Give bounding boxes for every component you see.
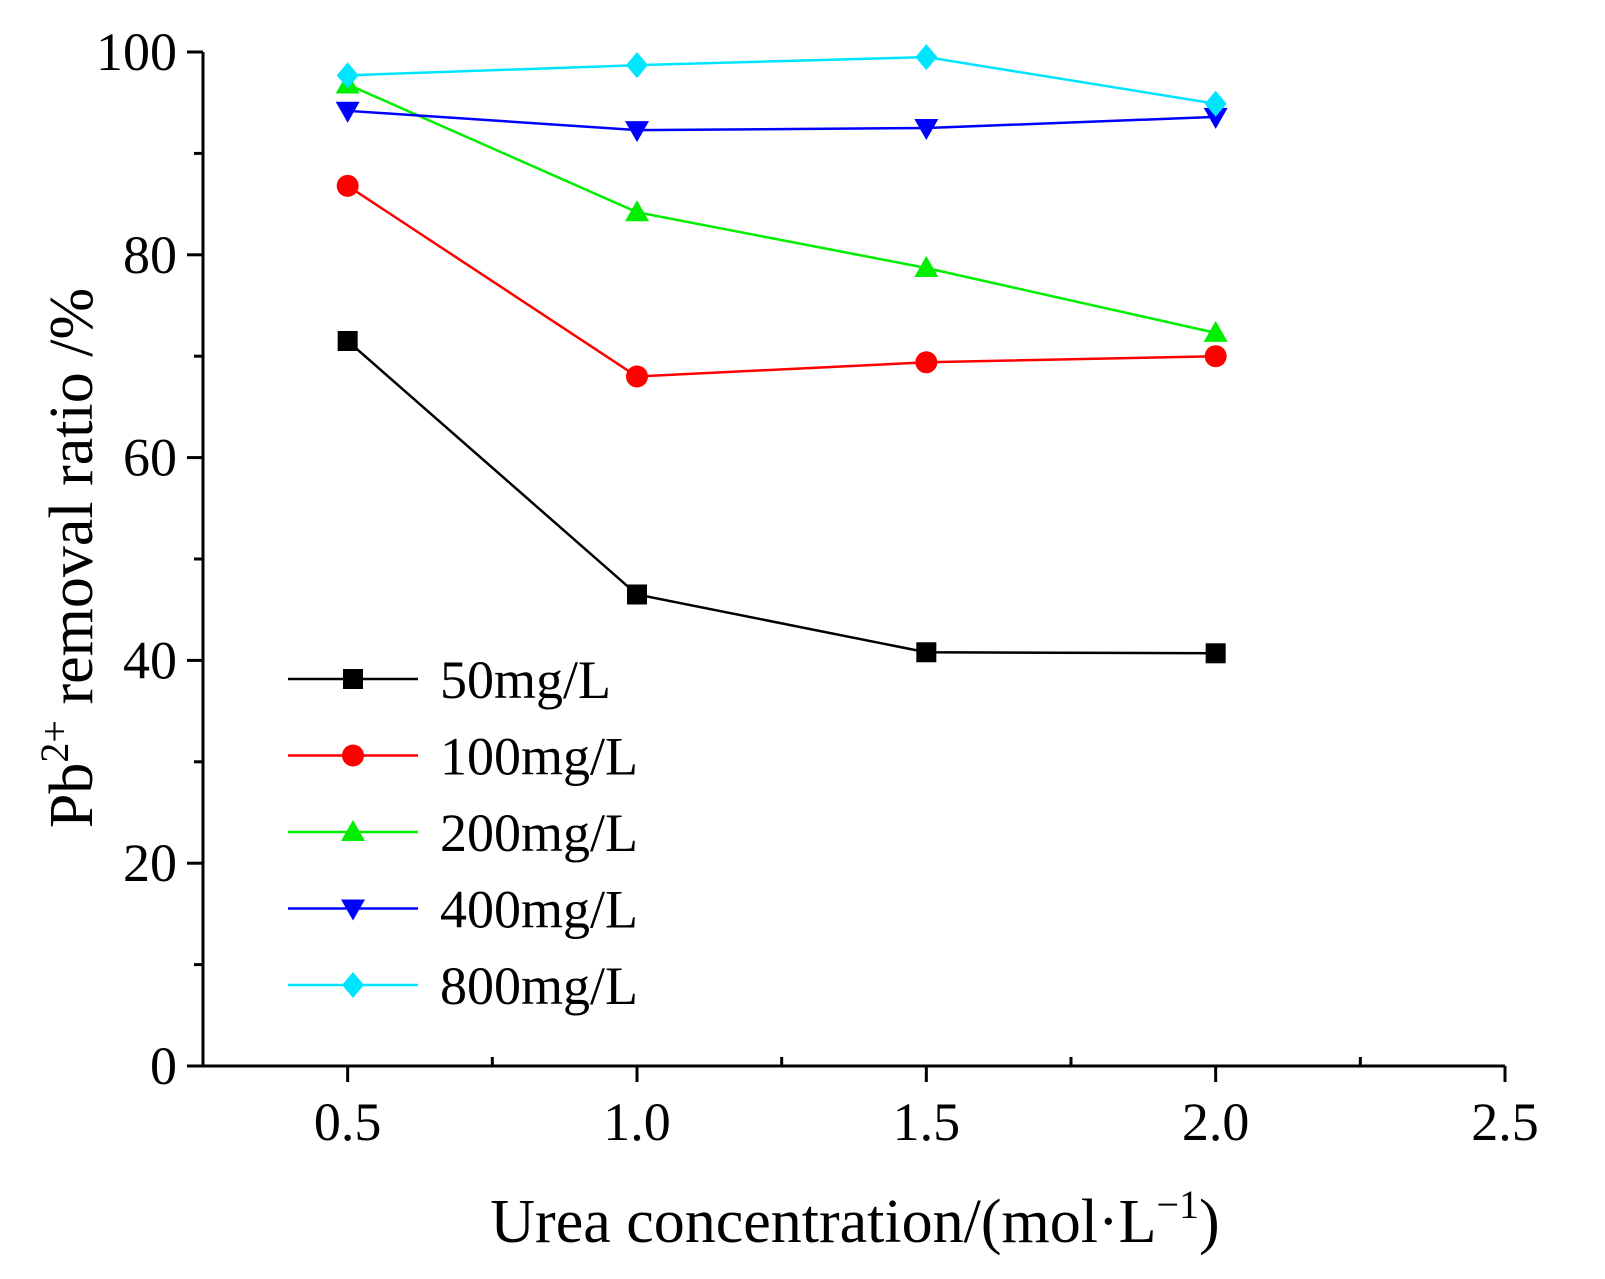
data-point-400mg-l (335, 101, 360, 123)
data-point-400mg-l (1203, 107, 1228, 129)
series-400mg-l (335, 101, 1228, 143)
x-tick-label: 2.5 (1471, 1092, 1539, 1152)
y-tick-label: 100 (96, 22, 177, 82)
data-point-100mg-l (626, 365, 648, 388)
series-800mg-l (336, 44, 1227, 117)
series-line-800mg-l (347, 55, 1216, 105)
data-point-800mg-l (915, 44, 938, 71)
legend-item-200mg-l: 200mg/L (288, 803, 638, 863)
data-point-200mg-l (1203, 320, 1228, 342)
data-point-100mg-l (915, 351, 938, 374)
series-200mg-l (335, 72, 1228, 342)
legend-item-400mg-l: 400mg/L (288, 880, 638, 940)
data-point-50mg-l (916, 642, 937, 663)
x-tick-label: 0.5 (314, 1092, 382, 1152)
series-layer (335, 44, 1228, 664)
legend-label: 200mg/L (440, 803, 638, 863)
data-point-50mg-l (1205, 643, 1226, 664)
data-point-800mg-l (626, 52, 648, 79)
data-point-50mg-l (627, 584, 647, 605)
legend-marker (343, 669, 363, 689)
x-tick-label: 1.0 (603, 1092, 671, 1152)
data-point-800mg-l (1204, 90, 1227, 117)
legend-item-100mg-l: 100mg/L (288, 727, 638, 787)
y-tick-label: 20 (123, 833, 177, 893)
y-tick-label: 40 (123, 630, 177, 690)
x-tick-label: 1.5 (893, 1092, 961, 1152)
legend-marker (341, 899, 365, 921)
series-line-100mg-l (346, 184, 1216, 378)
series-50mg-l (337, 330, 1226, 664)
series-100mg-l (336, 174, 1227, 388)
legend-label: 400mg/L (440, 880, 638, 940)
series-line-200mg-l (347, 83, 1216, 335)
legend-item-50mg-l: 50mg/L (288, 650, 611, 710)
y-tick-label: 80 (123, 225, 177, 285)
data-point-100mg-l (1204, 345, 1227, 368)
legend-marker (342, 972, 364, 998)
legend-label: 800mg/L (440, 956, 638, 1016)
series-line-400mg-l (347, 109, 1216, 132)
legend-item-800mg-l: 800mg/L (288, 956, 638, 1016)
data-point-800mg-l (336, 62, 359, 89)
y-axis-title: Pb2+ removal ratio /% (32, 288, 106, 828)
data-point-400mg-l (625, 121, 649, 143)
data-point-200mg-l (625, 200, 649, 222)
legend-label: 50mg/L (440, 650, 611, 710)
x-tick-label: 2.0 (1182, 1092, 1250, 1152)
data-point-400mg-l (914, 119, 939, 141)
data-point-200mg-l (914, 255, 939, 277)
data-point-100mg-l (336, 174, 359, 197)
y-tick-label: 60 (123, 428, 177, 488)
legend-marker (342, 744, 364, 767)
legend-marker (341, 820, 365, 841)
legend-label: 100mg/L (440, 727, 638, 787)
data-point-50mg-l (337, 330, 358, 351)
x-axis-title: Urea concentration/(mol·L−1) (490, 1182, 1219, 1256)
y-tick-label: 0 (150, 1036, 177, 1096)
series-line-50mg-l (346, 340, 1216, 655)
legend: 50mg/L 100mg/L 200mg/L 400mg/L 800mg/L (288, 650, 638, 1016)
axes: 0 20 40 60 80 100 0.5 1.0 1.5 2.0 2.5 (96, 22, 1539, 1152)
